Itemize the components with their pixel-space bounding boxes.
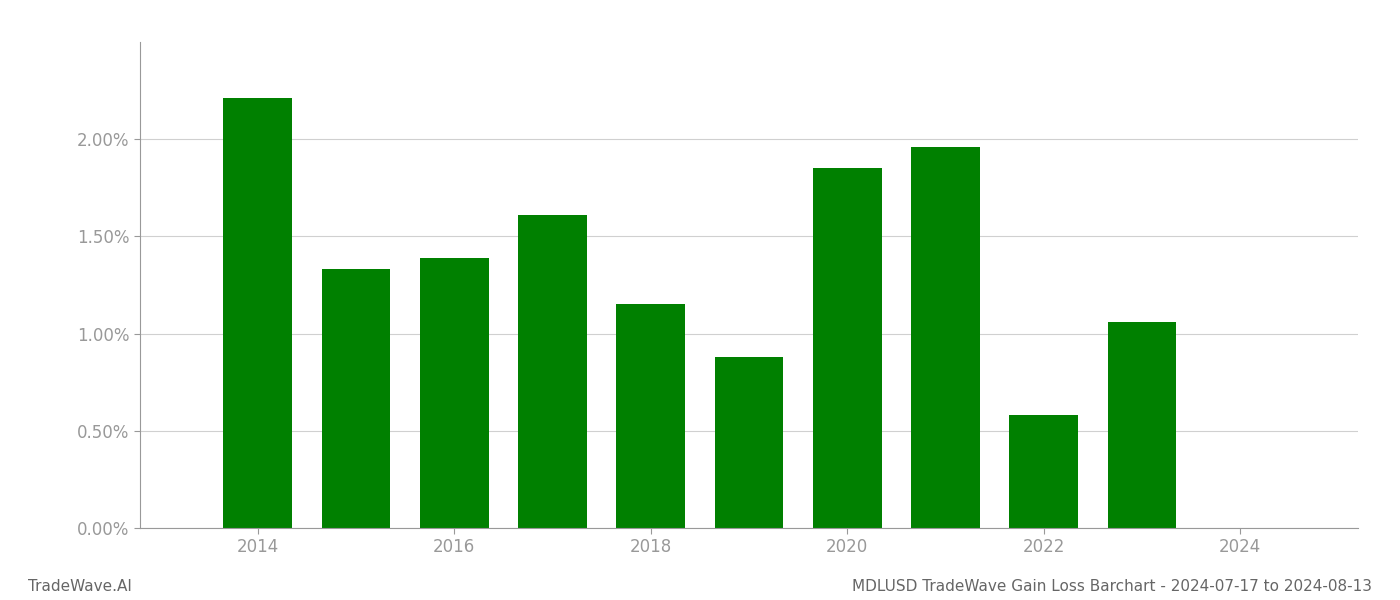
Bar <box>714 357 784 528</box>
Bar <box>616 304 685 528</box>
Bar <box>224 98 293 528</box>
Text: MDLUSD TradeWave Gain Loss Barchart - 2024-07-17 to 2024-08-13: MDLUSD TradeWave Gain Loss Barchart - 20… <box>853 579 1372 594</box>
Bar <box>420 258 489 528</box>
Bar <box>1107 322 1176 528</box>
Text: TradeWave.AI: TradeWave.AI <box>28 579 132 594</box>
Bar <box>813 169 882 528</box>
Bar <box>322 269 391 528</box>
Bar <box>911 147 980 528</box>
Bar <box>1009 415 1078 528</box>
Bar <box>518 215 587 528</box>
